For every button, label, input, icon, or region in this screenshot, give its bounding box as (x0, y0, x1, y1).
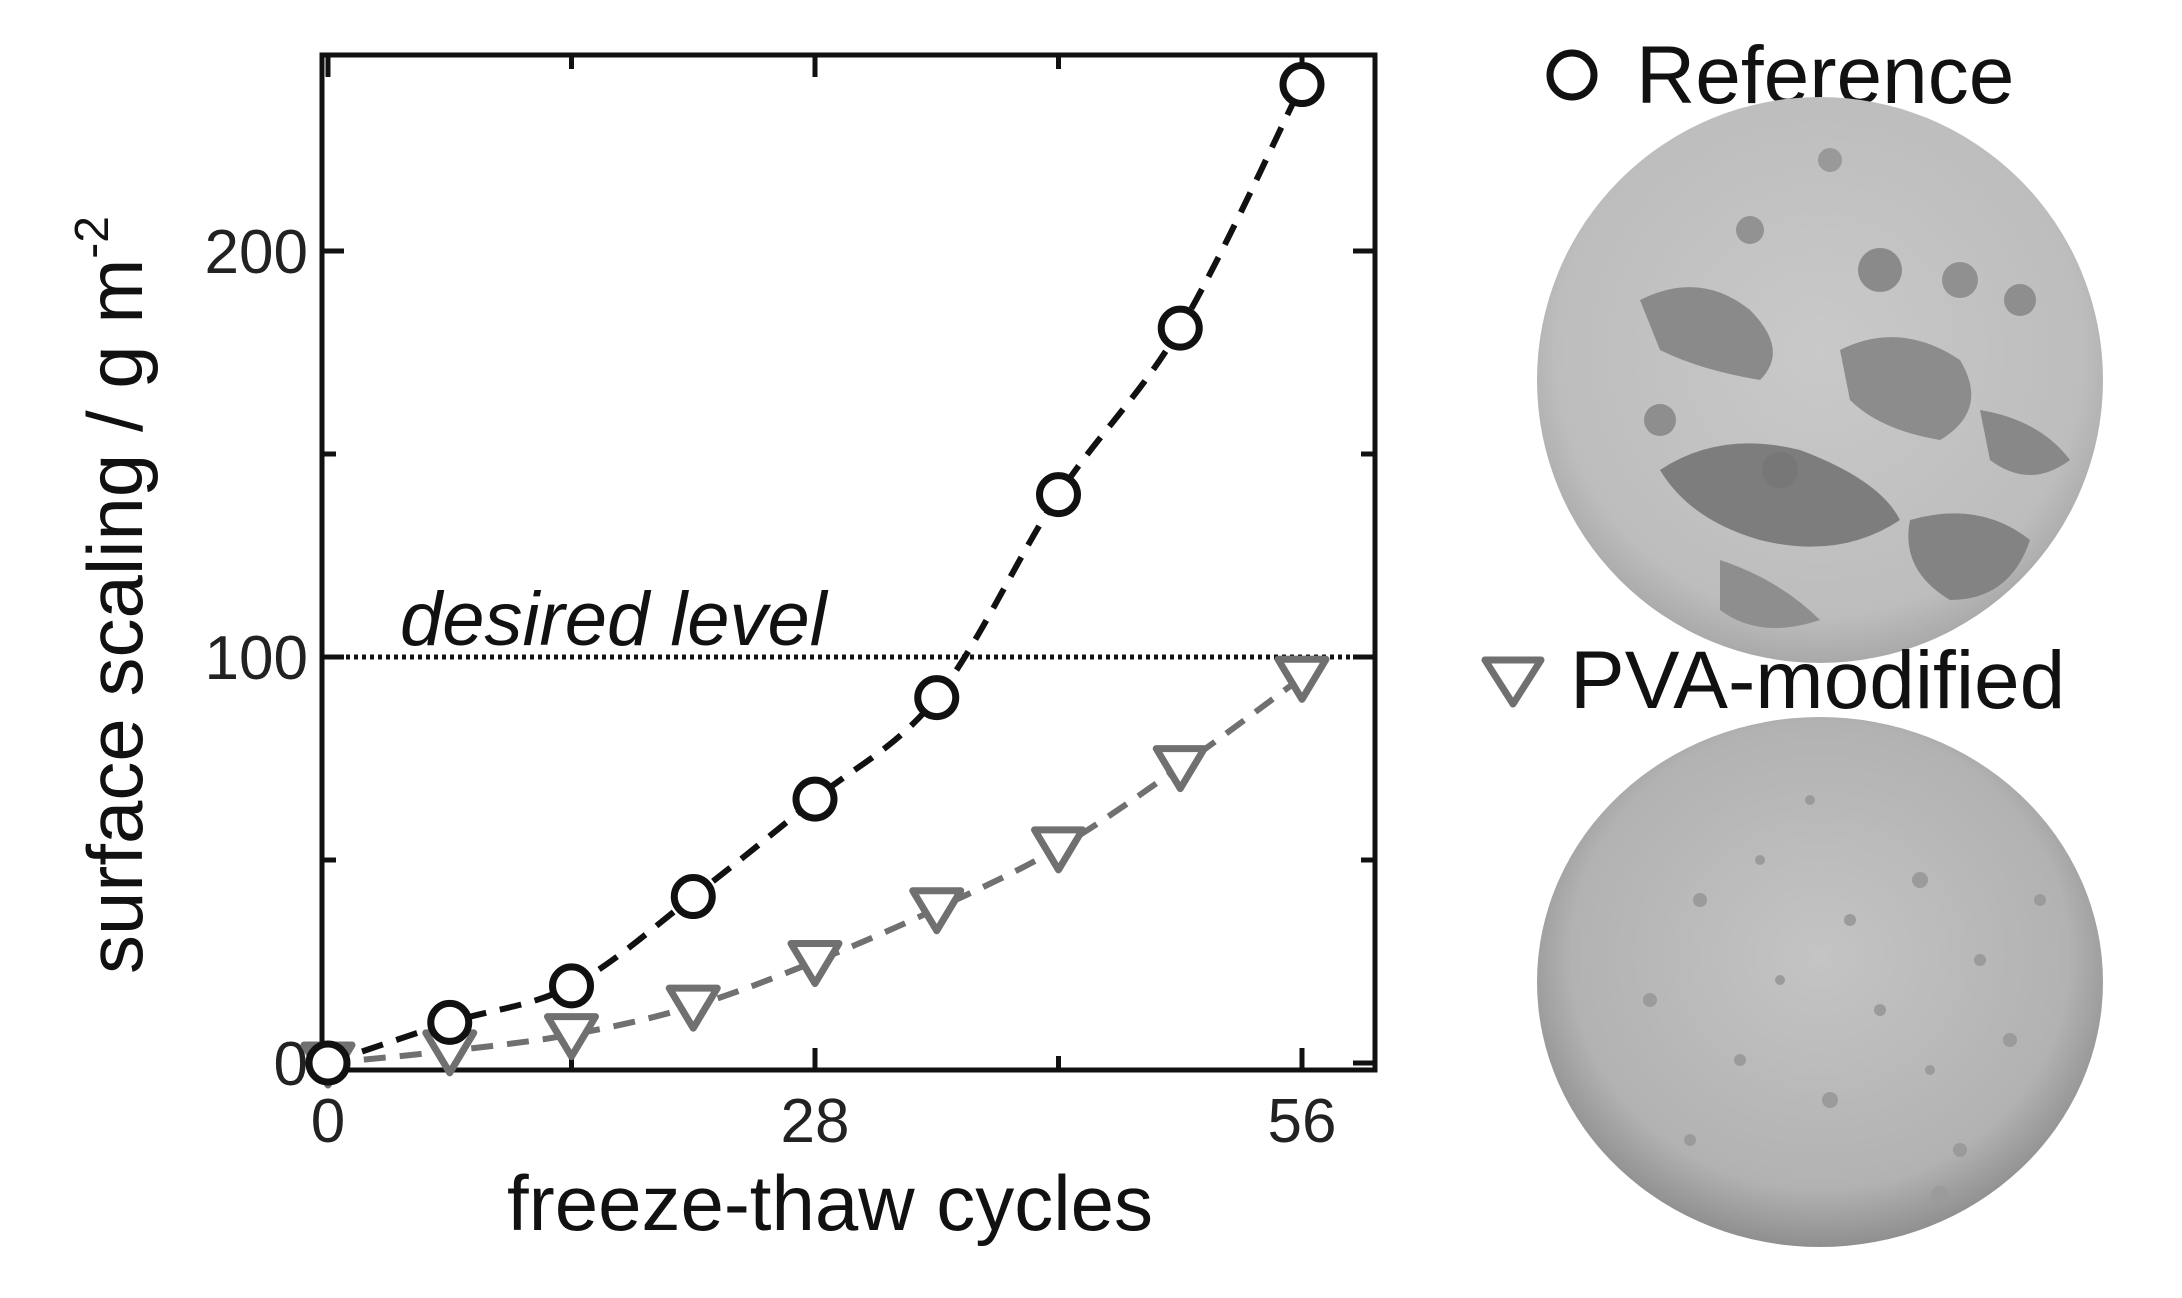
x-axis-ticks: 0 28 56 (311, 55, 1337, 1156)
point-pva-modified (665, 984, 721, 1032)
point-pva-modified (909, 887, 965, 935)
y-axis-title: surface scaling / g m-2 (66, 216, 159, 974)
series-line-pva-modified (327, 674, 1304, 1066)
point-pva-modified (787, 940, 843, 987)
series-line-reference (327, 83, 1305, 1066)
point-reference (549, 963, 594, 1009)
point-pva-modified (1031, 826, 1086, 874)
point-reference (914, 675, 960, 721)
y-tick-label: 0 (274, 1030, 308, 1099)
legend-pva-label: PVA-modified (1570, 635, 2065, 726)
pva-sample-photo (1537, 717, 2103, 1247)
point-reference (427, 999, 473, 1045)
point-reference (792, 776, 838, 822)
series-layer (300, 62, 1330, 1089)
x-tick-label: 0 (311, 1087, 345, 1156)
plot-frame (319, 52, 1378, 1073)
x-tick-label: 56 (1268, 1087, 1337, 1156)
y-axis-title-main: surface scaling / g m (71, 259, 159, 974)
point-pva-modified (1152, 745, 1208, 793)
point-reference (305, 1040, 351, 1086)
point-pva-modified (544, 1013, 599, 1061)
point-reference (1036, 472, 1081, 518)
point-reference (1279, 62, 1325, 108)
x-axis-title: freeze-thaw cycles (507, 1159, 1153, 1247)
reference-sample-photo (1537, 97, 2103, 663)
legend-reference-marker (1546, 49, 1598, 101)
point-reference (670, 874, 716, 920)
y-axis-ticks: 0 100 200 (205, 218, 1375, 1099)
x-tick-label: 28 (781, 1087, 850, 1156)
desired-level-label: desired level (400, 577, 829, 662)
point-pva-modified (1274, 655, 1330, 703)
legend-pva-marker (1481, 656, 1545, 708)
y-tick-label: 100 (205, 624, 308, 693)
y-tick-label: 200 (205, 218, 308, 287)
point-reference (1157, 305, 1203, 351)
y-axis-title-superscript: -2 (66, 216, 119, 259)
